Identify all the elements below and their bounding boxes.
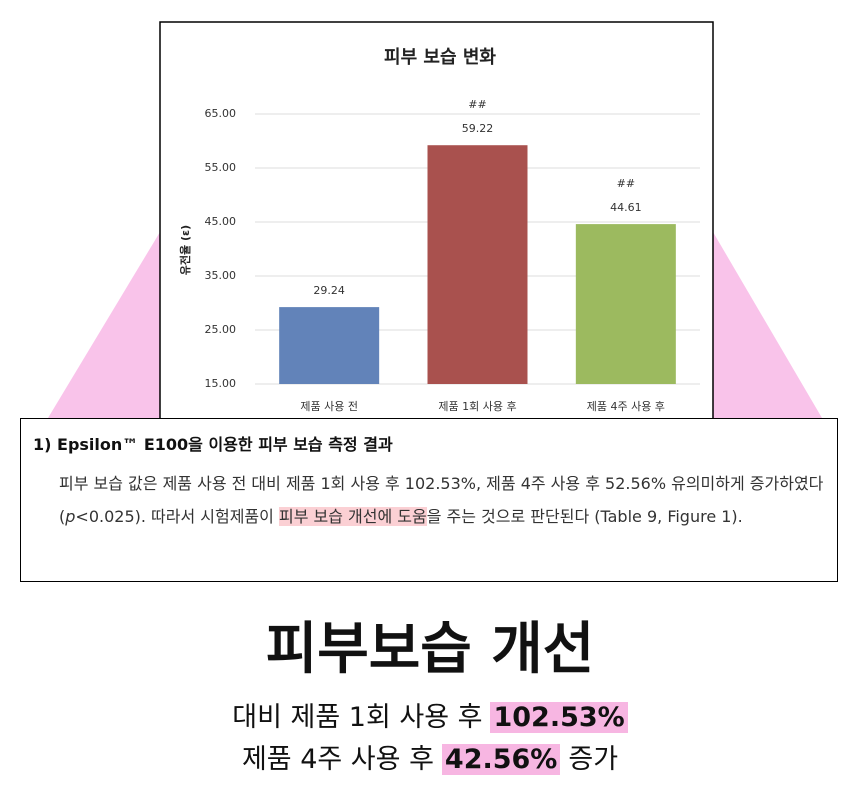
bar (575, 224, 676, 384)
chart-title: 피부 보습 변화 (384, 47, 496, 68)
significance-label: ## (617, 177, 635, 190)
y-tick-label: 15.00 (205, 377, 237, 390)
x-tick-label: 제품 4주 사용 후 (587, 400, 665, 413)
text: 증가 (568, 744, 619, 775)
highlight: 피부 보습 개선에 도움 (278, 507, 427, 526)
highlight: 102.53% (490, 702, 628, 733)
y-tick-label: 55.00 (205, 161, 237, 174)
summary-line: 대비 제품 1회 사용 후 102.53% (0, 697, 860, 739)
text: 피부 보습 값은 제품 사용 전 대비 제품 1회 사용 후 102.53%, … (59, 474, 824, 526)
y-tick-label: 25.00 (205, 323, 237, 336)
callout-left (48, 232, 160, 418)
summary-title: 피부보습 개선 (265, 617, 595, 682)
callout-right (713, 232, 822, 418)
value-label: 29.24 (313, 284, 345, 297)
bar (427, 145, 528, 384)
doc-heading: 1) Epsilon™ E100을 이용한 피부 보습 측정 결과 (33, 435, 393, 454)
text: <0.025). 따라서 시험제품이 (75, 507, 279, 526)
x-tick-label: 제품 사용 전 (300, 400, 358, 413)
value-label: 59.22 (462, 122, 494, 135)
x-tick-label: 제품 1회 사용 후 (438, 400, 516, 413)
y-tick-label: 65.00 (205, 107, 237, 120)
highlight: 42.56% (441, 744, 561, 775)
text: 제품 4주 사용 후 (241, 744, 434, 775)
significance-label: ## (468, 98, 486, 111)
value-label: 44.61 (610, 201, 642, 214)
y-axis-label: 유전율 (ε) (178, 225, 192, 275)
text: p (65, 507, 76, 526)
bar (279, 307, 380, 384)
y-tick-label: 35.00 (205, 269, 237, 282)
text: 을 주는 것으로 판단된다 (Table 9, Figure 1). (426, 507, 743, 526)
document-box: 1) Epsilon™ E100을 이용한 피부 보습 측정 결과 피부 보습 … (20, 418, 838, 582)
y-tick-label: 45.00 (205, 215, 237, 228)
summary-line: 제품 4주 사용 후 42.56% 증가 (0, 739, 860, 781)
text: 대비 제품 1회 사용 후 (232, 702, 483, 733)
doc-paragraph: 피부 보습 값은 제품 사용 전 대비 제품 1회 사용 후 102.53%, … (59, 467, 831, 533)
